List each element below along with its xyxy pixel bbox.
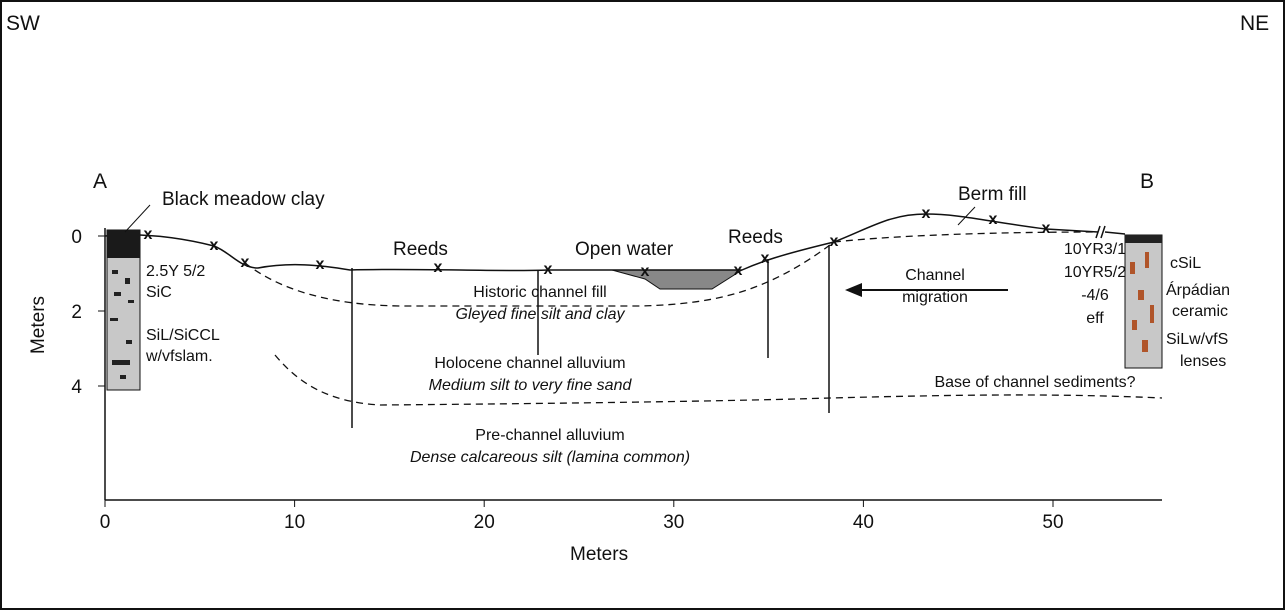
- x-tick-label: 50: [1042, 512, 1063, 533]
- svg-text:x: x: [144, 226, 153, 243]
- channel-base: [274, 354, 1163, 406]
- core-b-color: 10YR3/1: [1064, 241, 1126, 258]
- core-b-color: 10YR5/2: [1064, 264, 1126, 281]
- core-b-texture: SiLw/vfS: [1166, 331, 1228, 348]
- break-mark: [1095, 225, 1106, 239]
- core-a-pattern: [110, 270, 134, 379]
- core-b-texture: lenses: [1180, 353, 1226, 370]
- direction-ne: NE: [1240, 12, 1269, 35]
- arrowhead: [845, 283, 862, 297]
- label: Reeds: [393, 239, 448, 260]
- core-b-top: [1125, 235, 1162, 243]
- svg-text:x: x: [761, 250, 770, 267]
- core-b-texture: ceramic: [1172, 303, 1228, 320]
- svg-text:x: x: [1042, 220, 1051, 237]
- direction-sw: SW: [6, 12, 40, 35]
- label: Holocene channel alluvium: [434, 355, 625, 372]
- label: Historic channel fill: [473, 284, 606, 301]
- svg-text:x: x: [641, 263, 650, 280]
- core-b-texture: Árpádian: [1166, 280, 1230, 299]
- boundaries: [244, 231, 1163, 406]
- svg-text:x: x: [734, 262, 743, 279]
- x-tick-label: 10: [284, 512, 305, 533]
- core-a-text: w/vfslam.: [145, 348, 213, 365]
- label: Channel: [905, 267, 965, 284]
- x-axis-title: Meters: [570, 544, 628, 565]
- svg-text:x: x: [830, 233, 839, 250]
- label: Reeds: [728, 227, 783, 248]
- open-water: [611, 269, 744, 290]
- label: migration: [902, 289, 968, 306]
- core-a-text: 2.5Y 5/2: [146, 263, 205, 280]
- berm-fill-base: [833, 231, 1099, 243]
- historic-fill-base: [244, 241, 835, 307]
- x-tick-label: 0: [100, 512, 111, 533]
- label: Medium silt to very fine sand: [429, 377, 633, 394]
- y-tick-label: 2: [71, 302, 82, 323]
- core-a-text: SiL/SiCCL: [146, 327, 220, 344]
- label: Berm fill: [958, 184, 1027, 205]
- leader: [124, 204, 151, 233]
- ground-surface: [104, 213, 1126, 272]
- core-a-text: SiC: [146, 284, 172, 301]
- svg-text:x: x: [434, 259, 443, 276]
- svg-text:x: x: [989, 211, 998, 228]
- label: Open water: [575, 239, 674, 260]
- label: Pre-channel alluvium: [475, 427, 624, 444]
- y-tick-label: 4: [71, 377, 82, 398]
- core-b-color: eff: [1086, 310, 1104, 327]
- core-b-color: -4/6: [1081, 287, 1109, 304]
- svg-text:x: x: [316, 256, 325, 273]
- x-tick-label: 30: [663, 512, 684, 533]
- svg-text:x: x: [210, 237, 219, 254]
- label: Black meadow clay: [162, 189, 325, 210]
- svg-text:x: x: [544, 261, 553, 278]
- svg-text:x: x: [922, 205, 931, 222]
- ticks: 0 10 20 30 40 50 0 2 4: [71, 227, 1063, 533]
- core-b-pattern: [1130, 252, 1154, 352]
- label: Dense calcareous silt (lamina common): [410, 449, 690, 466]
- leader: [957, 206, 976, 226]
- x-tick-label: 20: [474, 512, 495, 533]
- verticals: [351, 245, 830, 428]
- label: Gleyed fine silt and clay: [456, 306, 626, 323]
- y-axis-title: Meters: [28, 296, 49, 354]
- core-b-texture: cSiL: [1170, 255, 1201, 272]
- x-tick-label: 40: [853, 512, 874, 533]
- y-tick-label: 0: [71, 227, 82, 248]
- section-start: A: [93, 170, 107, 193]
- svg-text:x: x: [241, 254, 250, 271]
- label: Base of channel sediments?: [934, 374, 1135, 391]
- core-a-clay: [107, 230, 140, 258]
- section-end: B: [1140, 170, 1154, 193]
